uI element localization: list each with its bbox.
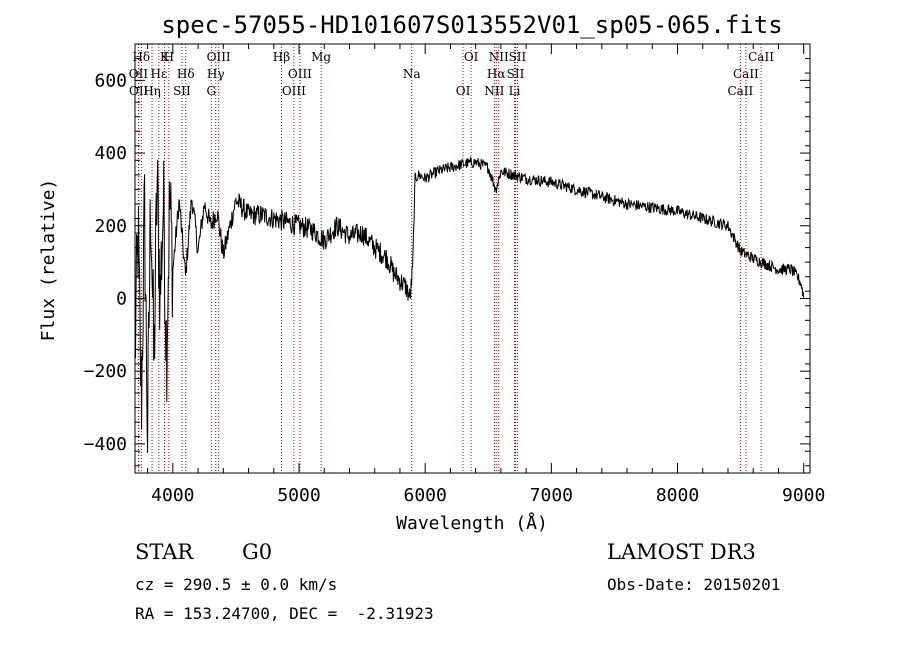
spectral-line-label: OII <box>129 84 149 98</box>
object-subclass: G0 <box>242 540 273 564</box>
plot-frame <box>134 43 811 474</box>
spectral-line-label: NII <box>489 50 509 64</box>
y-tick-label: 200 <box>94 216 127 237</box>
spectral-line-label: SII <box>509 50 527 64</box>
spectral-line-label: OIII <box>282 84 306 98</box>
spectral-line-label: NII <box>484 84 504 98</box>
spectral-line-label: Mg <box>311 50 331 64</box>
x-axis-label: Wavelength (Å) <box>396 512 548 534</box>
spectral-line-label: Hε <box>151 67 168 81</box>
flux-line <box>134 155 805 453</box>
spectral-line-label: Hγ <box>207 67 225 81</box>
spectral-line-label: SII <box>173 84 191 98</box>
spectral-line-label: G <box>207 84 217 98</box>
spectral-line-label: OIII <box>207 50 231 64</box>
redshift-text: cz = 290.5 ± 0.0 km/s <box>135 575 338 594</box>
x-tick-label: 9000 <box>782 485 825 506</box>
spectral-line-label: Hη <box>143 84 161 98</box>
y-tick-label: −400 <box>84 434 127 455</box>
y-tick-label: 0 <box>116 288 127 309</box>
observation-date: Obs-Date: 20150201 <box>607 575 781 594</box>
x-tick-label: 6000 <box>404 485 447 506</box>
survey-name: LAMOST DR3 <box>607 540 756 564</box>
x-tick-label: 7000 <box>530 485 573 506</box>
spectral-line-label: SII <box>507 67 525 81</box>
y-tick-label: 600 <box>94 70 127 91</box>
y-tick-label: −200 <box>84 361 127 382</box>
spectral-line-label: CaII <box>727 84 753 98</box>
spectral-line-label: Hδ <box>177 67 195 81</box>
spectral-line-label: Hβ <box>273 50 290 64</box>
spectral-line-label: Na <box>403 67 421 81</box>
spectral-line-label: CaII <box>733 67 759 81</box>
x-tick-label: 8000 <box>656 485 699 506</box>
spectral-line-label: Hδ <box>132 50 150 64</box>
spectral-line-label: OI <box>464 50 479 64</box>
x-tick-label: 4000 <box>151 485 194 506</box>
spectral-line-label: H <box>164 50 174 64</box>
coordinates-text: RA = 153.24700, DEC = -2.31923 <box>135 604 434 623</box>
spectral-line-label: CaII <box>748 50 774 64</box>
spectral-line-label: OIII <box>288 67 312 81</box>
x-tick-label: 5000 <box>277 485 320 506</box>
flux-series <box>134 155 805 453</box>
y-tick-label: 400 <box>94 143 127 164</box>
spectral-line-label: Li <box>509 84 521 98</box>
spectral-line-label: Hα <box>487 67 506 81</box>
chart-title: spec-57055-HD101607S013552V01_sp05-065.f… <box>161 11 782 39</box>
axis-ticks: 4000 5000 6000 7000 8000 9000 −400 −200 0 200 400 6… <box>84 44 825 506</box>
y-axis-label: Flux (relative) <box>38 179 59 342</box>
object-class: STAR <box>135 540 194 564</box>
spectral-line-label: K <box>160 50 170 64</box>
spectral-line-markers: HδOIIOIIKHεHηHHδSIIOIIIHγGHβOIIIOIIIMgNa… <box>129 44 774 473</box>
spectral-line-label: OI <box>456 84 471 98</box>
